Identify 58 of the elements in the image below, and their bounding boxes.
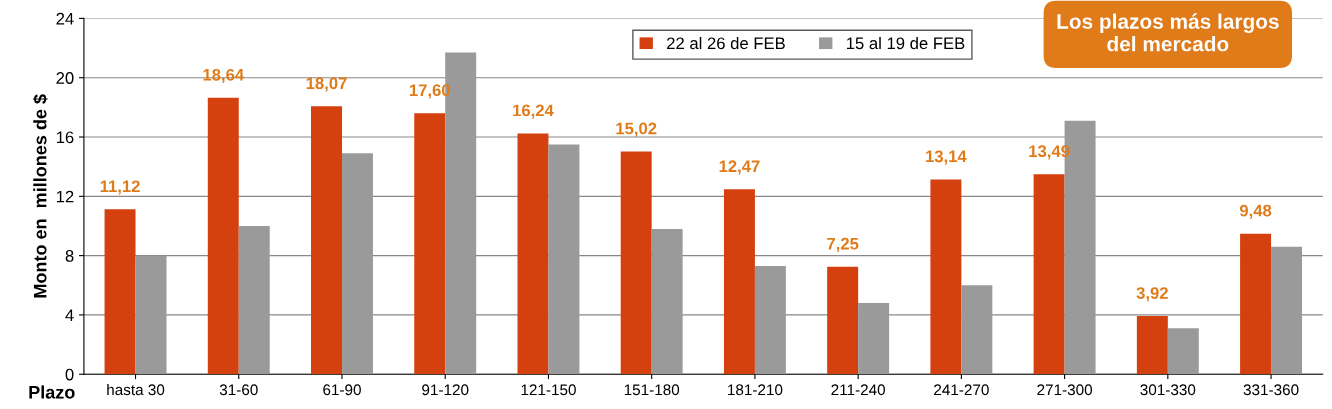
- data-label: 17,60: [409, 84, 450, 99]
- bar: [414, 113, 446, 375]
- bar: [858, 303, 890, 375]
- bar: [1033, 174, 1065, 375]
- data-label: 9,48: [1239, 204, 1272, 219]
- bar: [1240, 233, 1272, 375]
- data-label: 7,25: [827, 237, 859, 252]
- bar: [135, 255, 167, 375]
- x-axis-title: Plazo: [29, 385, 75, 399]
- data-label: 12,47: [719, 160, 760, 175]
- bar: [1167, 328, 1199, 375]
- data-label: 3,92: [1136, 287, 1168, 302]
- bar: [620, 151, 652, 375]
- bar: [651, 228, 683, 375]
- x-tick-label: 241-270: [934, 384, 989, 396]
- bar: [1136, 316, 1168, 375]
- bar: [1271, 246, 1303, 375]
- legend-label: 15 al 19 de FEB: [847, 36, 965, 50]
- data-label: 18,07: [306, 77, 347, 92]
- x-tick-label: 181-210: [728, 384, 783, 396]
- data-label: 13,14: [926, 150, 967, 165]
- data-label: 13,49: [1029, 145, 1070, 160]
- bar: [341, 153, 373, 375]
- legend-label: 22 al 26 de FEB: [667, 36, 785, 50]
- bar: [754, 266, 786, 375]
- bar: [961, 285, 993, 375]
- x-tick-label: 211-240: [831, 384, 886, 396]
- data-label: 16,24: [513, 104, 554, 119]
- bar: [548, 144, 580, 375]
- y-tick-label: 0: [65, 368, 74, 381]
- bar: [930, 179, 962, 375]
- y-tick-label: 24: [56, 12, 74, 25]
- y-tick-label: 20: [56, 72, 74, 84]
- y-axis-title: Monto en millones de $: [32, 94, 48, 298]
- y-tick-label: 4: [65, 309, 74, 321]
- x-tick-label: 331-360: [1243, 384, 1299, 396]
- bar: [104, 209, 136, 375]
- y-tick-label: 8: [65, 250, 74, 262]
- y-tick-label: 16: [56, 131, 74, 144]
- x-tick-label: 31-60: [219, 384, 258, 396]
- x-tick-label: 151-180: [624, 384, 680, 396]
- x-tick-label: 61-90: [323, 384, 361, 396]
- data-label: 18,64: [203, 68, 245, 84]
- x-tick-label: 91-120: [422, 384, 469, 396]
- bar: [311, 106, 342, 375]
- x-tick-label: 121-150: [521, 384, 576, 396]
- data-label: 15,02: [616, 122, 657, 137]
- bar: [827, 266, 859, 375]
- data-label: 11,12: [100, 180, 140, 195]
- x-tick-label: 301-330: [1140, 384, 1196, 396]
- bar: [207, 97, 239, 375]
- y-tick-label: 12: [56, 190, 74, 203]
- bar: [517, 133, 549, 375]
- bar: [238, 225, 270, 375]
- x-tick-label: 271-300: [1037, 384, 1093, 396]
- x-tick-label: hasta 30: [107, 383, 165, 396]
- bar: [723, 189, 755, 375]
- annotation: Los plazos más largos del mercado: [1057, 13, 1279, 52]
